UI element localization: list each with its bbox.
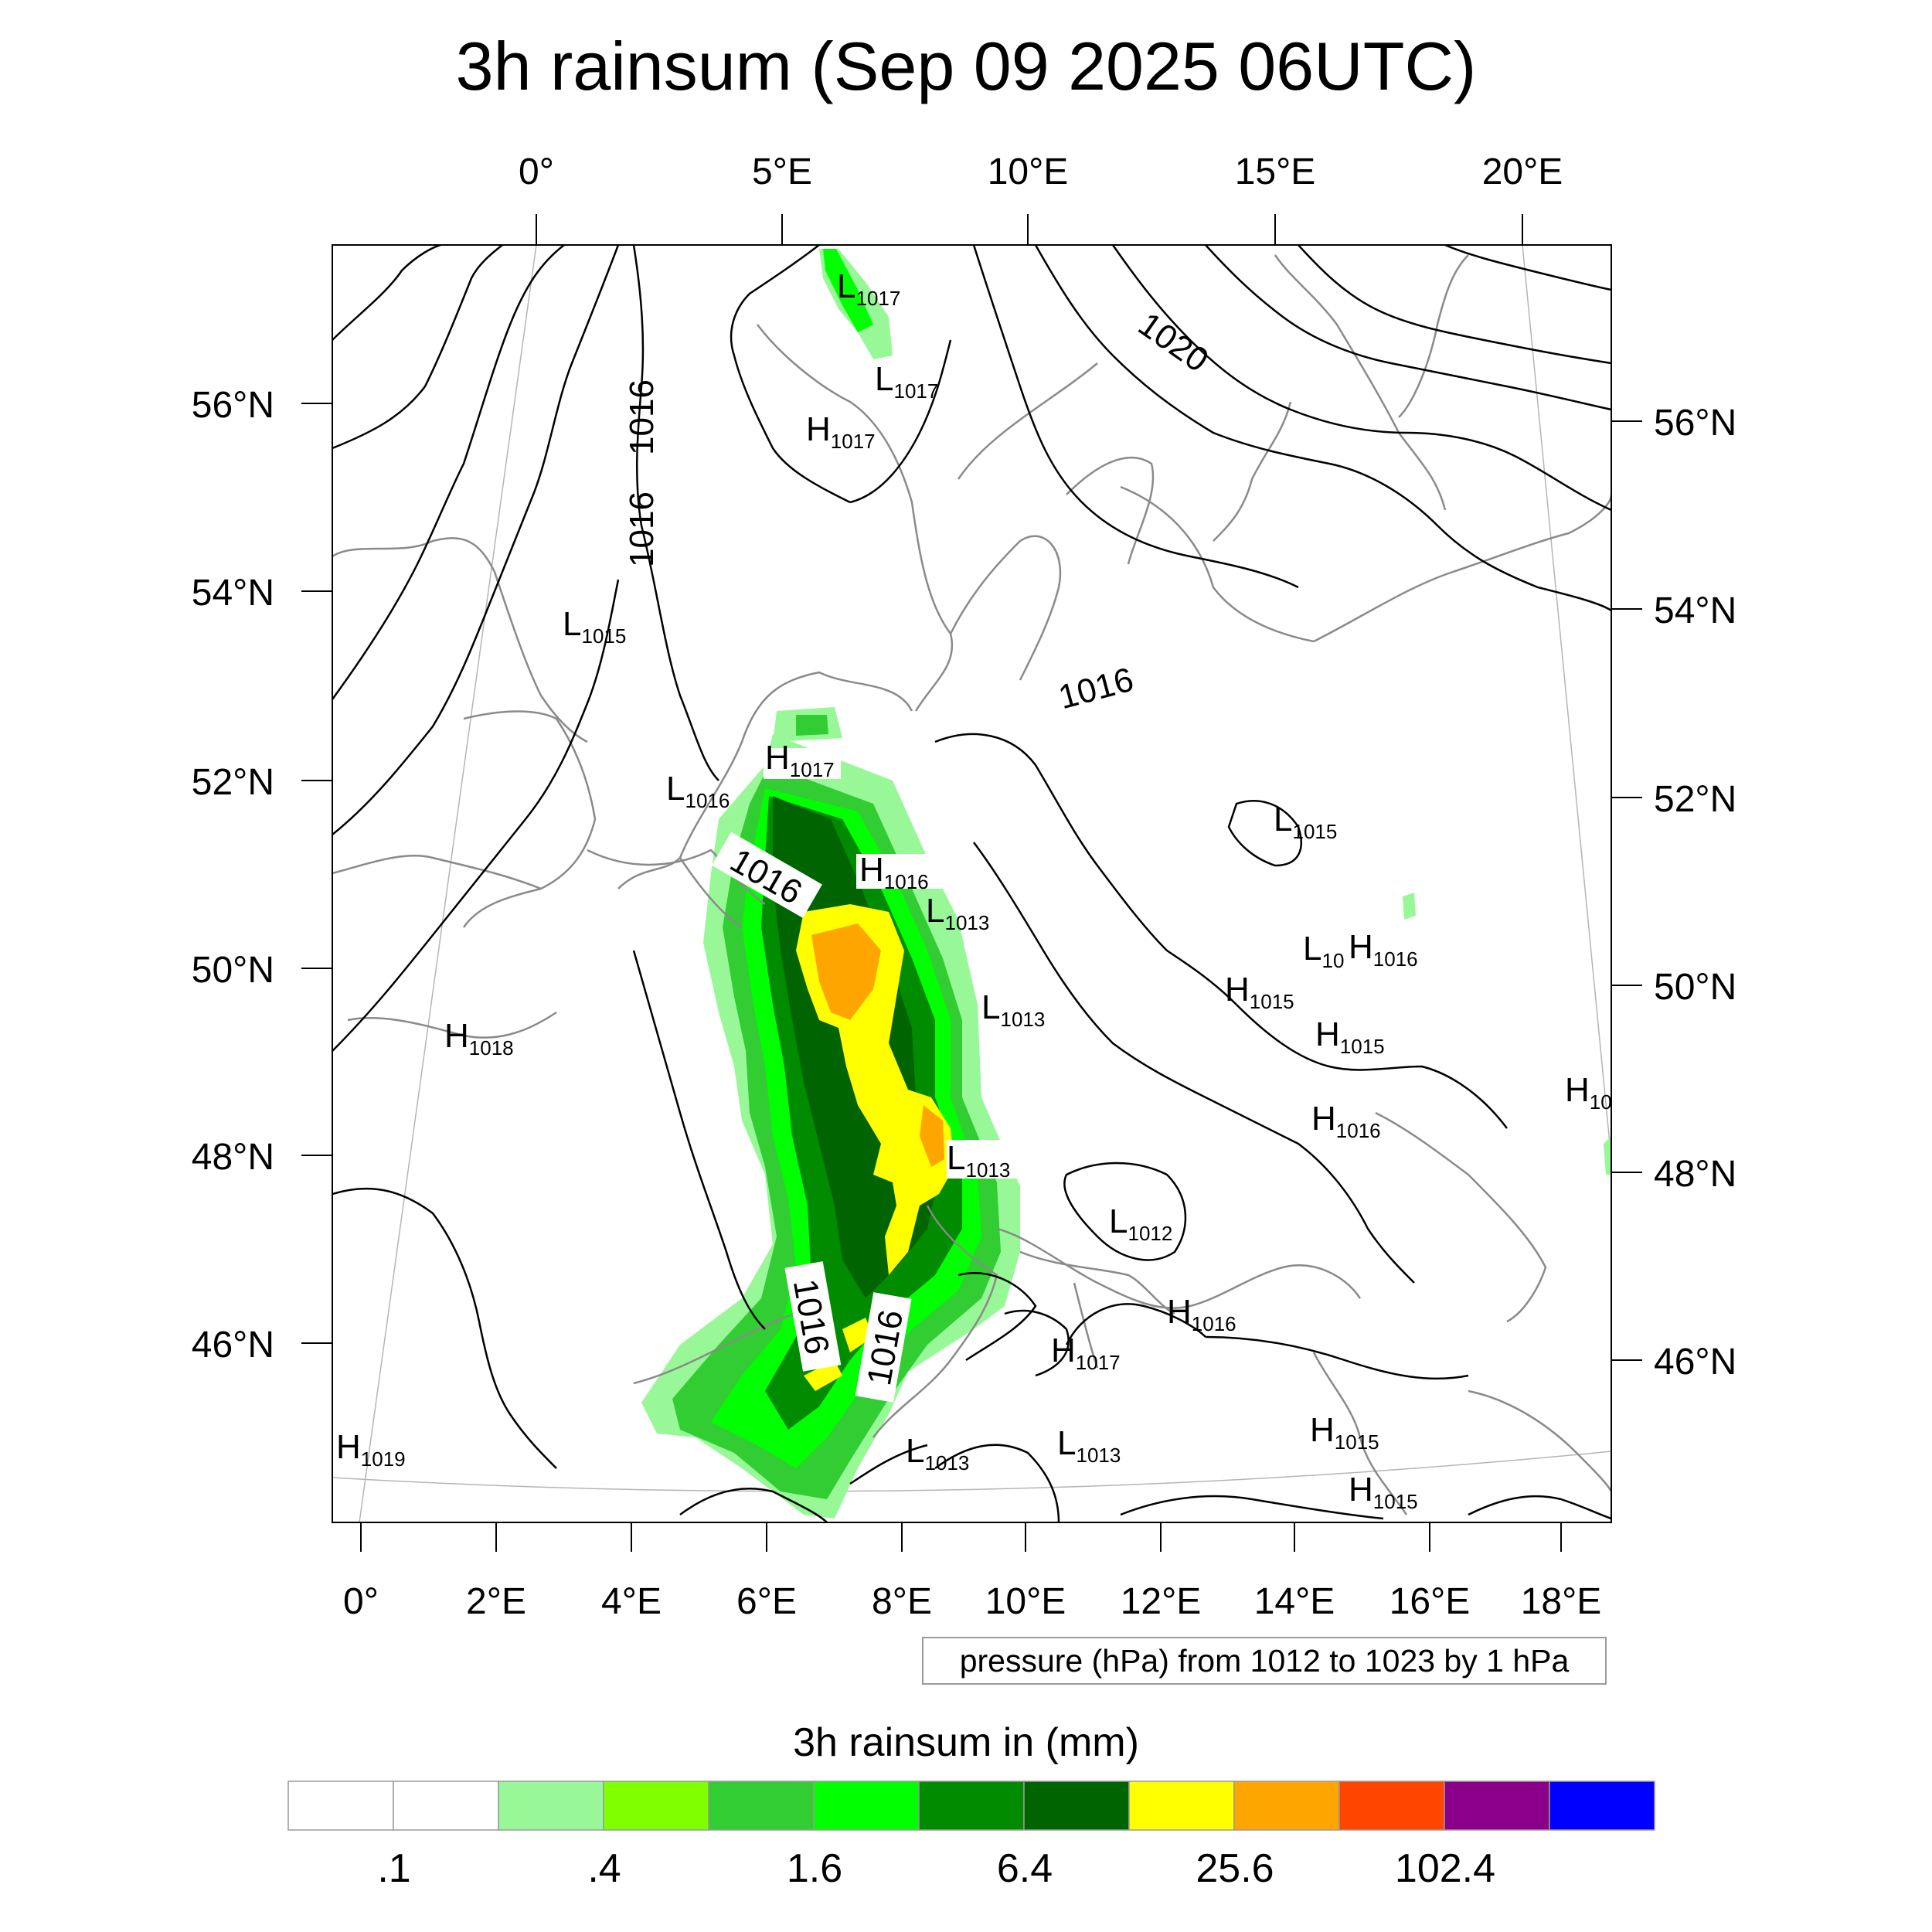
top-axis-label: 20°E [1482, 151, 1563, 192]
right-axis-label: 48°N [1654, 1154, 1736, 1195]
pressure-center-label: H1016 [1349, 928, 1418, 971]
bottom-axis-label: 14°E [1254, 1581, 1335, 1622]
colorbar-swatch [1444, 1781, 1550, 1831]
axis-ticks [301, 214, 1642, 1552]
colorbar-labels: .1 .4 1.6 6.4 25.6 102.4 [377, 1846, 1495, 1891]
isobar-label: 1016 [1055, 661, 1138, 717]
pressure-center-label: H1015 [1310, 1411, 1379, 1454]
colorbar-swatch [287, 1781, 394, 1831]
colorbar-tick-label: .4 [587, 1846, 621, 1891]
pressure-center-label: H1016 [859, 851, 929, 893]
colorbar-tick-label: 1.6 [787, 1846, 842, 1891]
colorbar-tick-label: .1 [377, 1846, 410, 1891]
colorbar-swatch [498, 1781, 604, 1831]
colorbar-swatch [1023, 1781, 1130, 1831]
left-axis-label: 56°N [192, 385, 274, 426]
bottom-axis-label: 2°E [466, 1581, 526, 1622]
bottom-axis-label: 18°E [1521, 1581, 1602, 1622]
bottom-axis-label: 8°E [872, 1581, 932, 1622]
colorbar-swatch [1549, 1781, 1655, 1831]
pressure-center-label: L1013 [926, 892, 989, 934]
right-axis-label: 50°N [1654, 967, 1736, 1008]
bottom-axis-label: 6°E [736, 1581, 797, 1622]
pressure-center-label: L1017 [875, 360, 938, 403]
colorbar-swatch [918, 1781, 1025, 1831]
colorbar-swatch [1338, 1781, 1445, 1831]
pressure-center-label: H1015 [1315, 1015, 1385, 1058]
colorbar [287, 1781, 1655, 1831]
pressure-center-label: L1015 [563, 605, 626, 648]
pressure-center-label: L1013 [947, 1139, 1010, 1182]
pressure-center-label: L1016 [666, 770, 730, 812]
top-axis-label: 5°E [752, 151, 812, 192]
pressure-center-label: H10 [1565, 1071, 1612, 1114]
pressure-center-label: L1013 [906, 1432, 969, 1475]
pressure-center-label: L1013 [981, 988, 1045, 1031]
left-axis-label: 46°N [192, 1325, 274, 1366]
isobar-labels: 1020 1016 1016 1016 1016 1016 1016 [623, 305, 1215, 1403]
left-axis-label: 52°N [192, 762, 274, 803]
top-axis-label: 10°E [988, 151, 1069, 192]
colorbar-title: 3h rainsum in (mm) [793, 1720, 1139, 1765]
pressure-center-label: H1016 [1311, 1100, 1381, 1142]
colorbar-swatch [1233, 1781, 1340, 1831]
pressure-center-label: H1019 [336, 1428, 406, 1471]
coastlines [332, 254, 1611, 1515]
top-axis-label: 15°E [1235, 151, 1316, 192]
colorbar-swatch [603, 1781, 709, 1831]
pressure-center-label: L10 [1303, 930, 1344, 972]
colorbar-swatch [708, 1781, 815, 1831]
graticule [332, 245, 1611, 1522]
pressure-center-label: L1012 [1109, 1202, 1172, 1245]
pressure-center-label: H1017 [806, 410, 876, 453]
map-title: 3h rainsum (Sep 09 2025 06UTC) [455, 28, 1477, 104]
bottom-axis-label: 16°E [1389, 1581, 1471, 1622]
isobar-label: 1016 [623, 379, 661, 455]
pressure-center-label: H1017 [765, 739, 835, 781]
right-axis-label: 52°N [1654, 779, 1736, 820]
map-frame [332, 244, 1612, 1523]
precipitation-field [641, 249, 1611, 1519]
bottom-axis-label: 0° [343, 1581, 379, 1622]
colorbar-tick-label: 102.4 [1395, 1846, 1495, 1891]
left-axis-label: 50°N [192, 950, 274, 991]
colorbar-swatch [393, 1781, 499, 1831]
pressure-contour-note: pressure (hPa) from 1012 to 1023 by 1 hP… [922, 1637, 1607, 1685]
pressure-center-label: L1015 [1274, 801, 1337, 843]
right-axis-label: 56°N [1654, 403, 1736, 444]
pressure-center-label: H1015 [1225, 971, 1294, 1013]
bottom-axis-label: 10°E [985, 1581, 1066, 1622]
right-axis-label: 46°N [1654, 1342, 1736, 1383]
right-axis-label: 54°N [1654, 590, 1736, 631]
colorbar-swatch [813, 1781, 920, 1831]
pressure-center-label: L1013 [1057, 1424, 1121, 1467]
pressure-centers: L1017 L1017 H1017 L1015 H1017 L1016 H101… [336, 267, 1612, 1513]
pressure-center-label: H1017 [1051, 1332, 1121, 1374]
isobar-label: 1016 [623, 492, 661, 567]
isobars [332, 245, 1611, 1522]
bottom-axis-label: 4°E [601, 1581, 662, 1622]
top-axis-label: 0° [519, 151, 554, 192]
colorbar-tick-label: 6.4 [997, 1846, 1053, 1891]
pressure-center-label: L1017 [837, 267, 900, 310]
left-axis-label: 48°N [192, 1137, 274, 1178]
colorbar-swatch [1128, 1781, 1235, 1831]
axis-labels: 0° 5°E 10°E 15°E 20°E 0° 2°E 4°E 6°E 8°E… [192, 151, 1737, 1622]
colorbar-tick-label: 25.6 [1196, 1846, 1274, 1891]
left-axis-label: 54°N [192, 573, 274, 614]
isobar-label: 1020 [1131, 305, 1215, 379]
pressure-center-label: H1016 [1167, 1293, 1236, 1335]
pressure-center-label: H1015 [1349, 1471, 1418, 1513]
bottom-axis-label: 12°E [1121, 1581, 1202, 1622]
pressure-center-label: H1018 [444, 1017, 514, 1060]
